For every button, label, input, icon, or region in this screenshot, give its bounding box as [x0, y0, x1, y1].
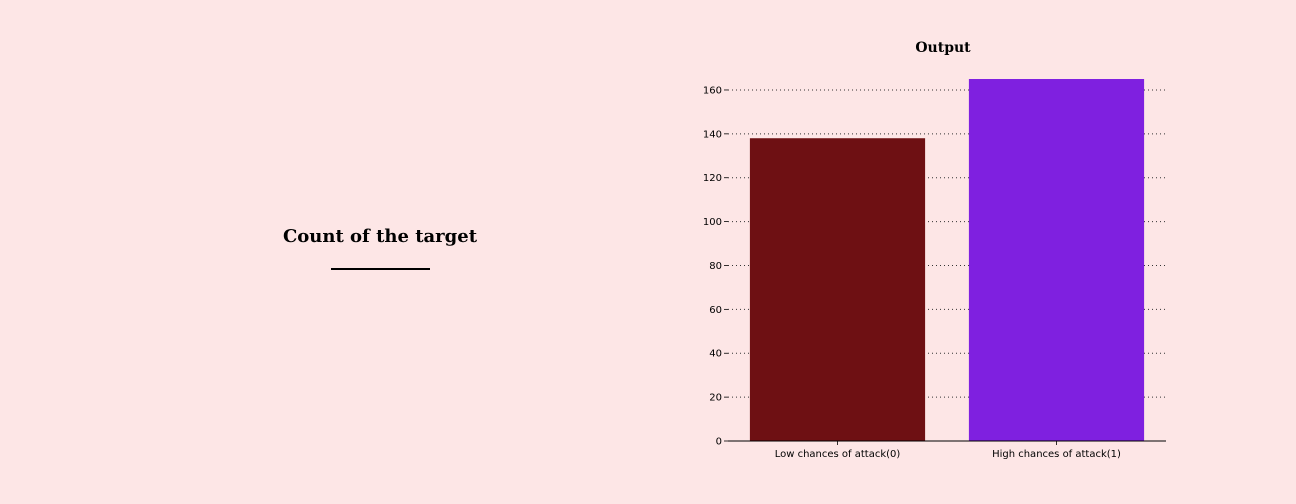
axes: 0 20 40 60 80 100 120 140 160 Low chances of atta…: [703, 85, 1166, 460]
y-tick-label: 0: [716, 437, 722, 448]
y-tick-label: 60: [709, 305, 722, 316]
section-title: Count of the target: [282, 226, 478, 247]
bars: [749, 79, 1145, 441]
y-tick-label: 100: [703, 217, 722, 228]
y-tick-label: 160: [703, 85, 722, 96]
bar: [968, 79, 1145, 441]
y-tick-label: 20: [709, 393, 722, 404]
y-tick-label: 140: [703, 129, 722, 140]
y-tick-label: 40: [709, 349, 722, 360]
bar: [749, 138, 926, 441]
x-tick-label: High chances of attack(1): [992, 449, 1121, 460]
chart-title: Output: [915, 40, 971, 56]
x-tick-label: Low chances of attack(0): [775, 449, 901, 460]
title-underline: [331, 268, 430, 270]
y-tick-label: 80: [709, 261, 722, 272]
y-tick-label: 120: [703, 173, 722, 184]
